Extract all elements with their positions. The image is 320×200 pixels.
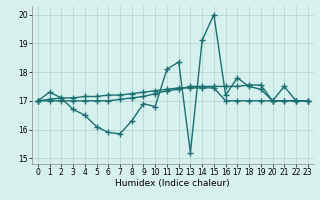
- X-axis label: Humidex (Indice chaleur): Humidex (Indice chaleur): [116, 179, 230, 188]
